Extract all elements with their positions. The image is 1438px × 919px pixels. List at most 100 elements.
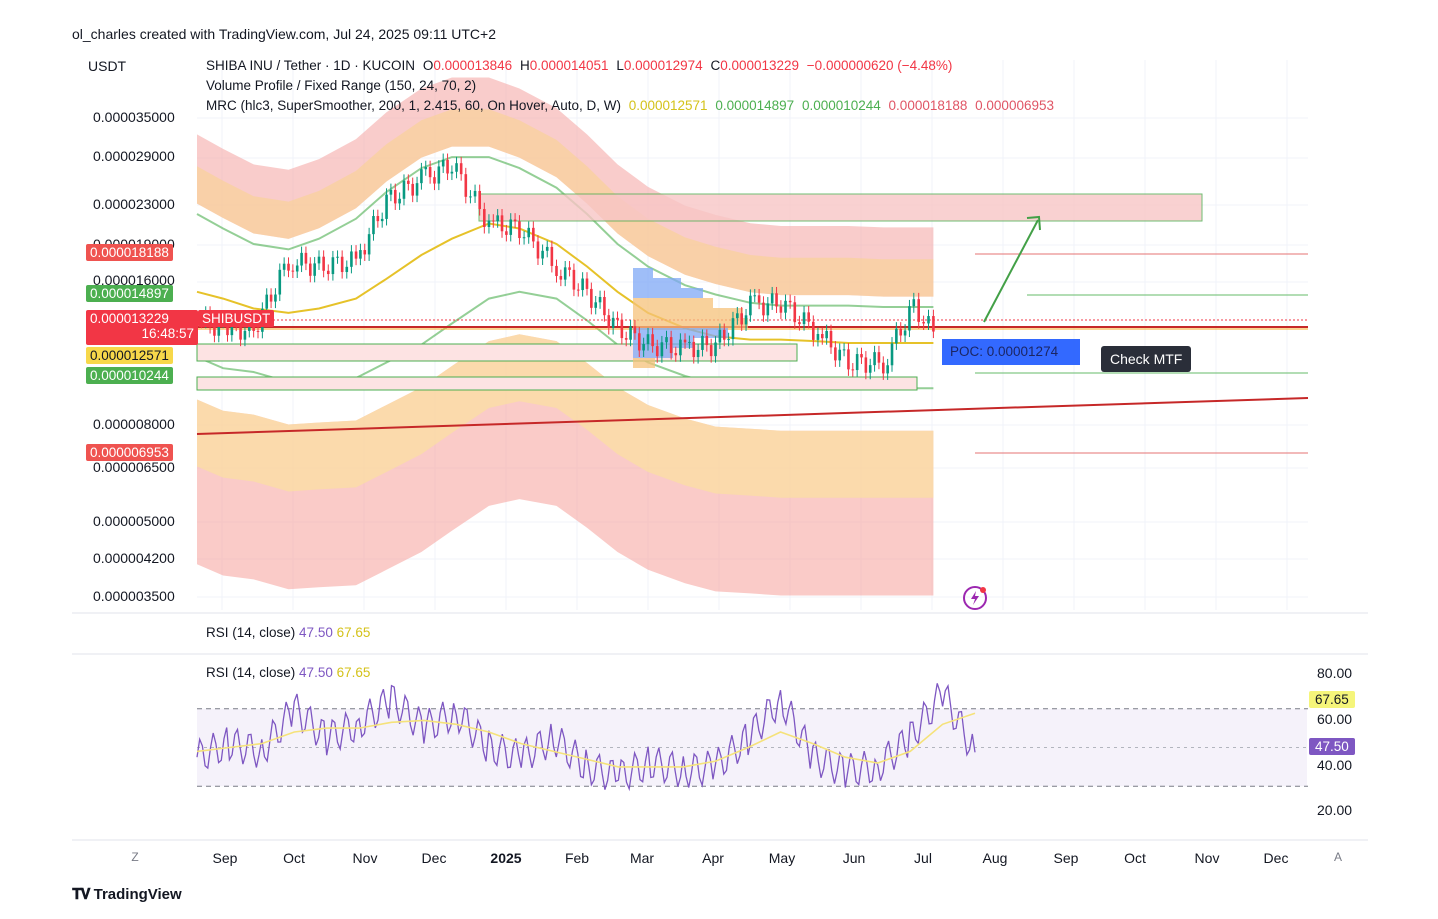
candle-body: [620, 319, 624, 339]
candle-body: [660, 342, 664, 357]
check-mtf-label[interactable]: Check MTF: [1101, 346, 1192, 372]
candle-body: [278, 269, 282, 295]
candle-body: [701, 335, 704, 350]
candle-body: [518, 221, 521, 239]
candle-body: [389, 189, 393, 195]
x-tick-label: Jul: [914, 850, 932, 866]
candle-body: [665, 337, 668, 343]
candle-body: [793, 302, 797, 323]
mrc-legend[interactable]: MRC (hlc3, SuperSmoother, 200, 1, 2.415,…: [206, 98, 1058, 113]
mrc-lower-mid-band: [197, 334, 934, 498]
candle-body: [424, 167, 428, 170]
candle-body: [646, 334, 650, 345]
candle-body: [922, 321, 925, 324]
candle-body: [594, 302, 598, 308]
candle-body: [265, 294, 269, 309]
lightning-icon[interactable]: [962, 585, 988, 611]
symbol-title[interactable]: SHIBA INU / Tether · 1D · KUCOIN: [206, 58, 416, 73]
candle-body: [629, 326, 632, 340]
x-tick-label: Sep: [1053, 850, 1079, 866]
candle-body: [385, 194, 388, 219]
mrc-upper-inner-value: 0.000014897: [715, 98, 795, 113]
candle-body: [877, 352, 881, 363]
candle-body: [637, 333, 641, 351]
symbol-tag: SHIBUSDT: [198, 310, 275, 327]
mrc-lower-outer-value: 0.000006953: [975, 98, 1054, 113]
candle-body: [895, 328, 898, 344]
low-value: 0.000012974: [623, 58, 703, 73]
candle-body: [683, 339, 687, 343]
x-axis-z-button[interactable]: Z: [131, 850, 139, 864]
candle-body: [367, 234, 371, 255]
candle-body: [213, 327, 216, 336]
candle-body: [736, 313, 739, 319]
x-tick-label: Jun: [842, 850, 866, 866]
symbol-legend: SHIBA INU / Tether · 1D · KUCOIN O 0.0000…: [206, 58, 956, 73]
candle-body: [291, 270, 295, 272]
change-value: −0.000000620 (−4.48%): [806, 58, 953, 73]
candle-body: [372, 216, 375, 235]
trend-line[interactable]: [196, 397, 1309, 435]
candle-body: [393, 189, 397, 204]
candle-body: [688, 341, 691, 343]
rsi-y-tick: 20.00: [1317, 802, 1353, 818]
tradingview-logo[interactable]: 𝐓𝐕 TradingView: [72, 886, 182, 903]
support-zone-2[interactable]: [196, 376, 918, 391]
rsi-ma-value-pane: 67.65: [336, 665, 371, 680]
candle-body: [505, 231, 508, 235]
candle-body: [775, 293, 778, 307]
rsi-legend-pane[interactable]: RSI (14, close) 47.50 67.65: [206, 665, 370, 680]
rsi-y-tick: 60.00: [1317, 711, 1353, 727]
low-label: L: [616, 58, 624, 73]
rsi-line: [196, 683, 976, 792]
candle-body: [545, 246, 549, 251]
x-tick-label: Feb: [564, 850, 590, 866]
rsi-legend-top[interactable]: RSI (14, close) 47.50 67.65: [206, 625, 370, 640]
open-label: O: [422, 58, 434, 73]
candle-body: [576, 289, 580, 291]
chart-canvas[interactable]: [72, 50, 1368, 870]
candle-body: [441, 159, 445, 167]
volume-profile-bar: [633, 298, 713, 308]
x-tick-label: 2025: [490, 850, 522, 866]
candle-body: [912, 299, 916, 307]
candle-body: [753, 295, 757, 297]
candle-body: [532, 227, 535, 242]
x-tick-label: Mar: [629, 850, 655, 866]
candle-body: [868, 365, 872, 373]
candle-body: [304, 252, 308, 264]
candle-body: [903, 330, 907, 336]
rsi-title: RSI (14, close): [206, 625, 296, 640]
candle-body: [655, 346, 659, 357]
candle-body: [559, 276, 563, 280]
volume-profile-legend[interactable]: Volume Profile / Fixed Range (150, 24, 7…: [206, 78, 477, 93]
candle-body: [274, 294, 277, 302]
candle-body: [779, 306, 783, 313]
x-axis-a-button[interactable]: A: [1333, 850, 1343, 864]
candle-body: [851, 369, 855, 371]
resistance-zone[interactable]: [478, 193, 1203, 222]
candle-body: [287, 263, 290, 271]
candle-body: [226, 319, 229, 336]
candle-body: [714, 342, 717, 357]
candle-body: [927, 316, 930, 324]
candle-body: [317, 256, 321, 264]
candle-body: [838, 349, 842, 361]
candle-body: [411, 183, 414, 196]
target-arrow-shaft[interactable]: [983, 219, 1039, 323]
candle-body: [354, 251, 358, 259]
candle-body: [509, 219, 513, 235]
y-tick: 0.000035000: [93, 109, 175, 125]
candle-body: [802, 312, 806, 325]
candle-body: [825, 330, 828, 339]
candle-body: [243, 330, 247, 340]
candle-body: [322, 256, 325, 271]
y-tick: 0.000003500: [93, 588, 175, 604]
candle-body: [829, 330, 833, 348]
poc-label[interactable]: POC: 0.00001274: [942, 339, 1080, 365]
candle-body: [873, 352, 876, 366]
candle-body: [611, 317, 615, 328]
candle-body: [500, 215, 504, 232]
candle-body: [651, 334, 654, 347]
brand-text: TradingView: [93, 886, 182, 903]
